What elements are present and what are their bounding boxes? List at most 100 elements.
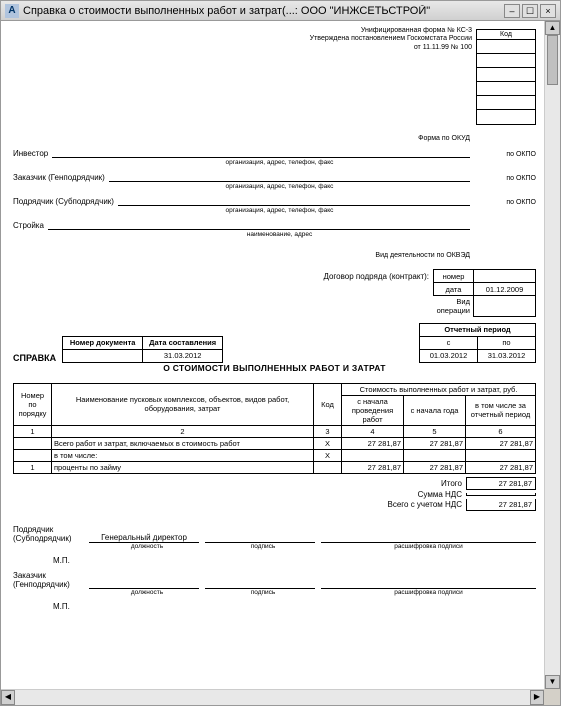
document-area: Код Унифицированная форма № КС-3 Утвержд… bbox=[1, 21, 560, 705]
col-v5: с начала года bbox=[404, 395, 466, 425]
app-icon: A bbox=[5, 4, 19, 18]
period-to-value: 31.03.2012 bbox=[478, 349, 536, 362]
okved-cell bbox=[477, 110, 535, 124]
hn5: 5 bbox=[404, 425, 466, 437]
docnum-table: Номер документа Дата составления 31.03.2… bbox=[62, 336, 223, 363]
okpo-cell-2 bbox=[477, 68, 535, 82]
nds-label: Сумма НДС bbox=[418, 490, 466, 499]
contract-data-label: дата bbox=[434, 283, 474, 296]
stroyka-line bbox=[48, 220, 470, 230]
window-title: Справка о стоимости выполненных работ и … bbox=[23, 5, 504, 17]
stroyka-caption: наименование, адрес bbox=[93, 231, 466, 238]
vertical-scrollbar[interactable]: ▲ ▼ bbox=[544, 21, 560, 689]
code-header: Код bbox=[477, 30, 535, 40]
col-v6: в том числе за отчетный период bbox=[466, 395, 536, 425]
col-v4: с начала проведения работ bbox=[342, 395, 404, 425]
contract-label: Договор подряда (контракт): bbox=[323, 269, 429, 281]
okud-label: Форма по ОКУД bbox=[418, 135, 470, 142]
scroll-thumb-v[interactable] bbox=[547, 35, 558, 85]
zakazchik-line bbox=[109, 172, 470, 182]
hn1: 1 bbox=[14, 425, 52, 437]
col-name: Наименование пусковых комплексов, объект… bbox=[52, 383, 314, 425]
sign-podr-label: Подрядчик (Субподрядчик) bbox=[13, 525, 83, 543]
stroyka-cell bbox=[477, 96, 535, 110]
hn4: 4 bbox=[342, 425, 404, 437]
minimize-button[interactable]: – bbox=[504, 4, 520, 18]
period-to-label: по bbox=[478, 336, 536, 349]
vid-op-value bbox=[474, 296, 536, 317]
horizontal-scrollbar[interactable]: ◀ ▶ bbox=[1, 689, 544, 705]
table-row: 1 проценты по займу 27 281,87 27 281,87 … bbox=[14, 461, 536, 473]
itogo-label: Итого bbox=[441, 479, 466, 488]
sign-zak-signature bbox=[205, 579, 315, 589]
sign-zak-position bbox=[89, 579, 199, 589]
docnum-value bbox=[63, 349, 143, 362]
hn2: 2 bbox=[52, 425, 314, 437]
stroyka-label: Стройка bbox=[13, 221, 44, 230]
main-table: Номер по порядку Наименование пусковых к… bbox=[13, 383, 536, 474]
investor-caption: организация, адрес, телефон, факс bbox=[93, 159, 466, 166]
period-from-label: с bbox=[420, 336, 478, 349]
hn6: 6 bbox=[466, 425, 536, 437]
hn3: 3 bbox=[314, 425, 342, 437]
itogo-value: 27 281,87 bbox=[466, 477, 536, 490]
scroll-up-icon[interactable]: ▲ bbox=[545, 21, 560, 35]
investor-line bbox=[52, 148, 470, 158]
form-title-1: СПРАВКА bbox=[13, 353, 56, 363]
podryadchik-line bbox=[118, 196, 470, 206]
form-title-2: О СТОИМОСТИ ВЫПОЛНЕННЫХ РАБОТ И ЗАТРАТ bbox=[13, 363, 536, 373]
podryadchik-label: Подрядчик (Субподрядчик) bbox=[13, 197, 114, 206]
code-box: Код bbox=[476, 29, 536, 125]
docdate-hdr: Дата составления bbox=[143, 336, 223, 349]
col-num: Номер по порядку bbox=[14, 383, 52, 425]
zakazchik-label: Заказчик (Генподрядчик) bbox=[13, 173, 105, 182]
vsego-label: Всего с учетом НДС bbox=[388, 500, 467, 509]
ks3-form-page: Код Унифицированная форма № КС-3 Утвержд… bbox=[7, 23, 542, 687]
docdate-value: 31.03.2012 bbox=[143, 349, 223, 362]
approval-date: от 11.11.99 № 100 bbox=[13, 44, 472, 52]
okpo-cell-3 bbox=[477, 82, 535, 96]
signature-zakazchik: Заказчик (Генподрядчик) должность подпис… bbox=[13, 571, 536, 611]
okpo-label-1: по ОКПО bbox=[474, 151, 536, 158]
col-group: Стоимость выполненных работ и затрат, ру… bbox=[342, 383, 536, 395]
table-row: в том числе: X bbox=[14, 449, 536, 461]
sign-podr-transcript bbox=[321, 533, 536, 543]
close-button[interactable]: × bbox=[540, 4, 556, 18]
scroll-down-icon[interactable]: ▼ bbox=[545, 675, 560, 689]
sign-zak-transcript bbox=[321, 579, 536, 589]
titlebar[interactable]: A Справка о стоимости выполненных работ … bbox=[1, 1, 560, 21]
maximize-button[interactable]: ☐ bbox=[522, 4, 538, 18]
signature-podryadchik: Подрядчик (Субподрядчик) Генеральный дир… bbox=[13, 525, 536, 565]
period-table: Отчетный период с по 01.03.2012 31.03.20… bbox=[419, 323, 536, 363]
form-number: Унифицированная форма № КС-3 bbox=[13, 27, 472, 35]
okved-label: Вид деятельности по ОКВЭД bbox=[375, 252, 470, 259]
contract-nomer-value bbox=[474, 270, 536, 283]
podryadchik-caption: организация, адрес, телефон, факс bbox=[93, 207, 466, 214]
docnum-hdr: Номер документа bbox=[63, 336, 143, 349]
vid-op-label: Вид операции bbox=[434, 296, 474, 317]
okpo-label-2: по ОКПО bbox=[474, 175, 536, 182]
okpo-cell-1 bbox=[477, 54, 535, 68]
table-row: Всего работ и затрат, включаемых в стоим… bbox=[14, 437, 536, 449]
scroll-right-icon[interactable]: ▶ bbox=[530, 690, 544, 705]
investor-label: Инвестор bbox=[13, 149, 48, 158]
scroll-corner bbox=[544, 689, 560, 705]
zakazchik-caption: организация, адрес, телефон, факс bbox=[93, 183, 466, 190]
period-from-value: 01.03.2012 bbox=[420, 349, 478, 362]
sign-podr-signature bbox=[205, 533, 315, 543]
contract-table: номер дата 01.12.2009 Вид операции bbox=[433, 269, 536, 317]
okpo-label-3: по ОКПО bbox=[474, 199, 536, 206]
sign-zak-label: Заказчик (Генподрядчик) bbox=[13, 571, 83, 589]
app-window: A Справка о стоимости выполненных работ … bbox=[0, 0, 561, 706]
contract-nomer-label: номер bbox=[434, 270, 474, 283]
scroll-left-icon[interactable]: ◀ bbox=[1, 690, 15, 705]
mp-2: М.П. bbox=[53, 602, 536, 611]
sign-podr-position: Генеральный директор bbox=[89, 533, 199, 543]
nds-value bbox=[466, 493, 536, 496]
okud-cell bbox=[477, 40, 535, 54]
mp-1: М.П. bbox=[53, 556, 536, 565]
totals-block: Итого 27 281,87 Сумма НДС Всего с учетом… bbox=[13, 477, 536, 511]
col-code: Код bbox=[314, 383, 342, 425]
approved-by: Утверждена постановлением Госкомстата Ро… bbox=[13, 35, 472, 43]
contract-data-value: 01.12.2009 bbox=[474, 283, 536, 296]
